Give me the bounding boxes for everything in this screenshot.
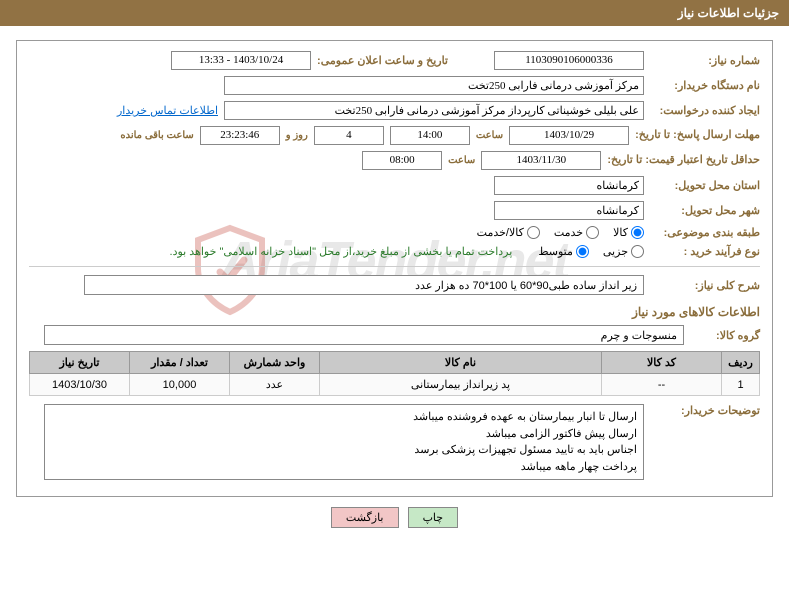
countdown: 23:23:46: [200, 126, 280, 145]
buyer-device-label: نام دستگاه خریدار:: [650, 79, 760, 92]
response-deadline-label: مهلت ارسال پاسخ: تا تاریخ:: [635, 129, 760, 142]
price-validity-label: حداقل تاریخ اعتبار قیمت: تا تاریخ:: [607, 154, 760, 167]
remain-label: ساعت باقی مانده: [120, 130, 193, 141]
buyer-device-value: مرکز آموزشی درمانی فارابی 250تخت: [224, 76, 644, 95]
subject-class-radios: کالا خدمت کالا/خدمت: [477, 226, 644, 239]
col-date: تاریخ نیاز: [30, 352, 130, 374]
response-time: 14:00: [390, 126, 470, 145]
response-date: 1403/10/29: [509, 126, 629, 145]
items-section-title: اطلاعات کالاهای مورد نیاز: [29, 305, 760, 319]
days-label: روز و: [286, 130, 308, 141]
subject-class-label: طبقه بندی موضوعی:: [650, 226, 760, 239]
announce-value: 1403/10/24 - 13:33: [171, 51, 311, 70]
item-group-label: گروه کالا:: [690, 329, 760, 342]
city-label: شهر محل تحویل:: [650, 204, 760, 217]
button-bar: چاپ بازگشت: [0, 507, 789, 528]
header-title: جزئیات اطلاعات نیاز: [678, 6, 779, 20]
buyer-notes-label: توضیحات خریدار:: [650, 404, 760, 417]
table-row: 1 -- پد زیرانداز بیمارستانی عدد 10,000 1…: [30, 374, 760, 396]
col-name: نام کالا: [320, 352, 602, 374]
price-validity-time: 08:00: [362, 151, 442, 170]
col-unit: واحد شمارش: [230, 352, 320, 374]
radio-kala[interactable]: کالا: [613, 226, 644, 239]
items-table: ردیف کد کالا نام کالا واحد شمارش تعداد /…: [29, 351, 760, 396]
purchase-note: پرداخت تمام یا بخشی از مبلغ خرید،از محل …: [170, 245, 513, 258]
response-days: 4: [314, 126, 384, 145]
overall-desc-label: شرح کلی نیاز:: [650, 279, 760, 292]
province-label: استان محل تحویل:: [650, 179, 760, 192]
buyer-notes-box: ارسال تا انبار بیمارستان به عهده فروشنده…: [44, 404, 644, 480]
radio-kala-khadamat[interactable]: کالا/خدمت: [477, 226, 540, 239]
requester-label: ایجاد کننده درخواست:: [650, 104, 760, 117]
contact-link[interactable]: اطلاعات تماس خریدار: [117, 104, 218, 117]
price-validity-date: 1403/11/30: [481, 151, 601, 170]
col-qty: تعداد / مقدار: [130, 352, 230, 374]
time-label-2: ساعت: [448, 155, 475, 166]
province-value: کرمانشاه: [494, 176, 644, 195]
form-container: شماره نیاز: 1103090106000336 تاریخ و ساع…: [16, 40, 773, 497]
header-bar: جزئیات اطلاعات نیاز: [0, 0, 789, 26]
need-number-label: شماره نیاز:: [650, 54, 760, 67]
col-row: ردیف: [722, 352, 760, 374]
radio-jozi[interactable]: جزیی: [603, 245, 644, 258]
col-code: کد کالا: [602, 352, 722, 374]
radio-khadamat[interactable]: خدمت: [554, 226, 599, 239]
overall-desc-value: زیر انداز ساده طبی90*60 یا 100*70 ده هزا…: [84, 275, 644, 295]
radio-motavaset[interactable]: متوسط: [538, 245, 589, 258]
item-group-value: منسوجات و چرم: [44, 325, 684, 345]
purchase-type-label: نوع فرآیند خرید :: [650, 245, 760, 258]
time-label-1: ساعت: [476, 130, 503, 141]
back-button[interactable]: بازگشت: [331, 507, 399, 528]
requester-value: علی بلیلی خوشیناتی کارپرداز مرکز آموزشی …: [224, 101, 644, 120]
purchase-type-radios: جزیی متوسط: [538, 245, 644, 258]
print-button[interactable]: چاپ: [408, 507, 459, 528]
city-value: کرمانشاه: [494, 201, 644, 220]
announce-label: تاریخ و ساعت اعلان عمومی:: [317, 54, 448, 67]
need-number-value: 1103090106000336: [494, 51, 644, 70]
